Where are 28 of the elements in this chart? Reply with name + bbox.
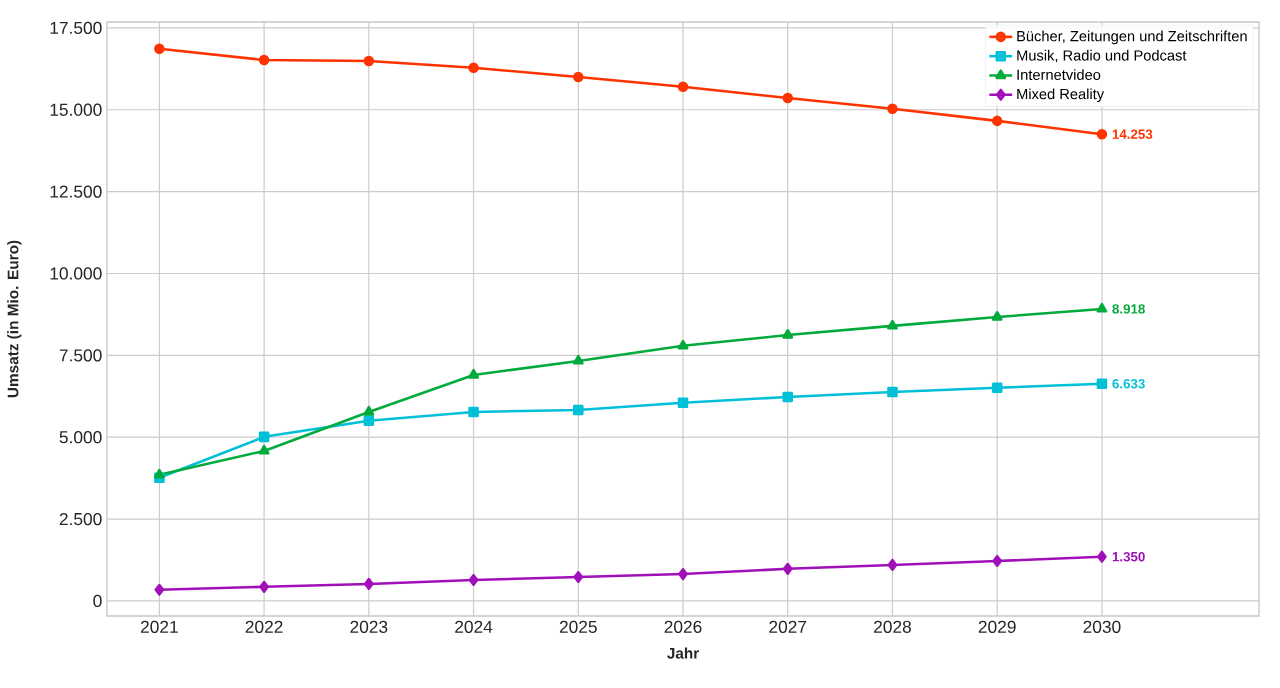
y-tick-label: 0: [93, 594, 102, 608]
legend-label: Bücher, Zeitungen und Zeitschriften: [1017, 30, 1247, 45]
y-axis-title: Umsatz (in Mio. Euro): [7, 240, 22, 398]
x-tick-label: 2024: [455, 620, 493, 633]
x-axis-title: Jahr: [667, 647, 699, 659]
x-tick-label: 2023: [350, 620, 388, 633]
data-label: 8.918: [1112, 304, 1145, 314]
y-tick-label: 15.000: [50, 103, 102, 116]
legend-label: Mixed Reality: [1017, 88, 1105, 103]
y-tick-label: 5.000: [59, 431, 102, 444]
data-label: 14.253: [1112, 129, 1153, 139]
data-label: 1.350: [1112, 551, 1145, 562]
y-tick-label: 17.500: [50, 21, 102, 35]
x-tick-label: 2021: [140, 620, 178, 633]
x-tick-label: 2026: [664, 620, 702, 633]
legend-label: Musik, Radio und Podcast: [1017, 49, 1187, 63]
y-tick-label: 2.500: [59, 512, 102, 526]
x-tick-label: 2029: [978, 620, 1016, 633]
x-tick-label: 2022: [245, 620, 283, 633]
y-tick-label: 10.000: [50, 267, 102, 280]
x-tick-label: 2028: [874, 620, 911, 633]
data-label: 6.633: [1112, 379, 1145, 389]
legend-label: Internetvideo: [1017, 69, 1101, 80]
x-tick-label: 2030: [1083, 620, 1121, 633]
y-tick-label: 7.500: [59, 349, 102, 362]
x-tick-label: 2025: [559, 620, 597, 633]
x-tick-label: 2027: [769, 620, 807, 633]
y-tick-label: 12.500: [50, 185, 102, 198]
